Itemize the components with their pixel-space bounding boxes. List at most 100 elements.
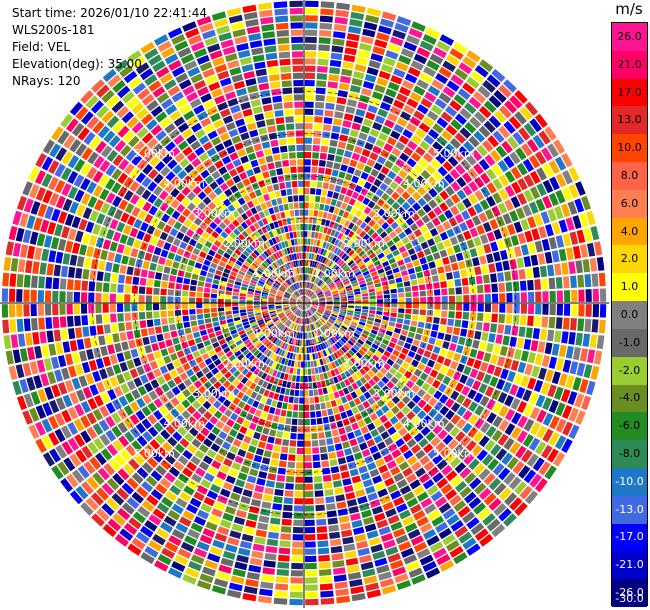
- velocity-cell: [245, 519, 257, 528]
- velocity-cell: [569, 231, 579, 245]
- velocity-cell: [383, 453, 394, 463]
- velocity-cell: [309, 275, 313, 282]
- velocity-cell: [534, 151, 547, 165]
- velocity-cell: [330, 176, 337, 184]
- velocity-cell: [304, 300, 311, 303]
- velocity-cell: [103, 324, 111, 334]
- velocity-cell: [136, 127, 149, 139]
- velocity-cell: [142, 164, 153, 175]
- velocity-cell: [34, 247, 43, 261]
- velocity-cell: [112, 513, 126, 526]
- velocity-cell: [290, 315, 295, 321]
- velocity-cell: [336, 269, 343, 276]
- velocity-cell: [284, 240, 289, 248]
- velocity-cell: [374, 282, 382, 288]
- velocity-cell: [212, 539, 225, 549]
- velocity-cell: [156, 502, 170, 514]
- velocity-cell: [254, 536, 266, 545]
- velocity-cell: [231, 210, 240, 219]
- velocity-cell: [156, 239, 165, 248]
- velocity-cell: [456, 176, 467, 188]
- velocity-cell: [62, 253, 71, 265]
- velocity-cell: [37, 388, 48, 403]
- velocity-cell: [257, 228, 264, 236]
- velocity-cell: [304, 404, 310, 411]
- velocity-cell: [52, 277, 60, 290]
- velocity-cell: [295, 476, 304, 483]
- velocity-cell: [251, 357, 258, 365]
- velocity-cell: [284, 294, 290, 298]
- velocity-cell: [234, 35, 248, 45]
- velocity-cell: [327, 330, 333, 337]
- velocity-cell: [348, 505, 360, 514]
- velocity-cell: [309, 293, 315, 298]
- velocity-cell: [458, 260, 466, 270]
- velocity-cell: [33, 375, 43, 389]
- velocity-cell: [146, 278, 154, 287]
- velocity-cell: [322, 342, 327, 349]
- velocity-cell: [278, 288, 285, 293]
- velocity-cell: [185, 368, 195, 377]
- velocity-cell: [213, 477, 224, 487]
- velocity-cell: [305, 281, 308, 288]
- velocity-cell: [352, 285, 360, 290]
- velocity-cell: [55, 147, 68, 162]
- velocity-cell: [257, 157, 266, 165]
- velocity-cell: [445, 185, 455, 197]
- velocity-cell: [286, 320, 291, 327]
- velocity-cell: [262, 273, 269, 279]
- velocity-cell: [208, 249, 216, 257]
- velocity-cell: [242, 280, 250, 285]
- velocity-cell: [372, 223, 380, 231]
- velocity-cell: [366, 530, 379, 540]
- velocity-cell: [498, 125, 511, 139]
- velocity-cell: [213, 239, 222, 248]
- velocity-cell: [59, 278, 67, 290]
- velocity-cell: [331, 335, 338, 342]
- velocity-cell: [366, 589, 382, 599]
- velocity-cell: [277, 356, 283, 364]
- velocity-cell: [217, 248, 225, 256]
- velocity-cell: [423, 247, 432, 256]
- velocity-cell: [213, 410, 223, 419]
- velocity-cell: [542, 163, 554, 178]
- velocity-cell: [289, 232, 294, 239]
- velocity-cell: [237, 125, 248, 134]
- velocity-cell: [131, 472, 144, 485]
- velocity-cell: [333, 207, 340, 215]
- velocity-cell: [413, 541, 428, 553]
- velocity-cell: [259, 508, 271, 517]
- velocity-cell: [311, 275, 315, 282]
- velocity-cell: [282, 439, 290, 446]
- velocity-cell: [313, 286, 319, 292]
- velocity-cell: [300, 310, 303, 317]
- velocity-cell: [8, 225, 18, 241]
- velocity-cell: [225, 248, 234, 256]
- velocity-cell: [105, 164, 117, 177]
- velocity-cell: [441, 130, 453, 142]
- velocity-cell: [198, 361, 207, 370]
- velocity-cell: [393, 99, 405, 110]
- velocity-cell: [345, 269, 353, 275]
- velocity-cell: [340, 356, 346, 364]
- velocity-cell: [156, 264, 164, 273]
- velocity-cell: [411, 314, 419, 321]
- velocity-cell: [399, 264, 407, 272]
- velocity-cell: [316, 381, 322, 389]
- velocity-cell: [298, 310, 302, 317]
- velocity-cell: [332, 406, 340, 414]
- velocity-cell: [419, 341, 427, 349]
- velocity-cell: [203, 287, 211, 293]
- velocity-cell: [182, 235, 191, 244]
- velocity-cell: [159, 521, 173, 533]
- velocity-cell: [154, 434, 166, 445]
- velocity-cell: [454, 132, 467, 144]
- velocity-cell: [433, 206, 443, 216]
- velocity-cell: [274, 408, 281, 416]
- velocity-cell: [515, 386, 526, 399]
- velocity-cell: [377, 252, 385, 259]
- velocity-cell: [110, 283, 117, 293]
- velocity-cell: [273, 153, 281, 162]
- velocity-cell: [121, 91, 135, 104]
- velocity-cell: [272, 337, 278, 344]
